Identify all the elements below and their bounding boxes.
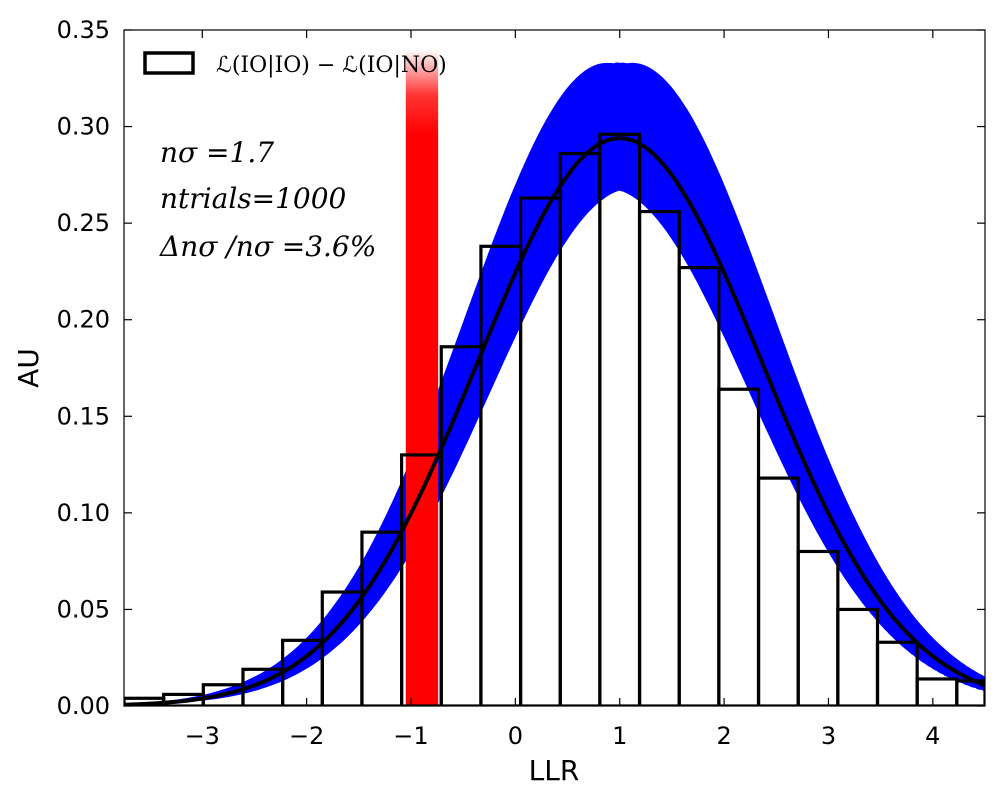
y-tick-label: 0.00 (57, 692, 110, 720)
annotation-nsigma: nσ =1.7 (160, 136, 274, 169)
fit-curve (124, 136, 985, 706)
x-tick-label: 0 (508, 722, 523, 750)
x-tick-label: −1 (393, 722, 428, 750)
axis-ticks (124, 29, 985, 707)
legend-label: ℒ(IO|IO) − ℒ(IO|NO) (216, 53, 447, 78)
y-tick-label: 0.30 (57, 113, 110, 141)
y-tick-label: 0.15 (57, 402, 110, 430)
annotation-block: nσ =1.7 ntrials=1000 Δnσ /nσ =3.6% (159, 136, 376, 263)
tick-labels: −3 −2 −1 0 1 2 3 4 0.00 0.05 0.10 0.15 0.20 0.25 0.30 0… (57, 16, 941, 750)
plot-frame (123, 29, 986, 707)
y-tick-label: 0.25 (57, 209, 110, 237)
x-axis-label: LLR (529, 754, 580, 787)
y-axis-label: AU (12, 348, 45, 388)
critical-value-band (405, 49, 439, 706)
legend-swatch (143, 51, 195, 75)
pseudo-trial-fit-line (124, 187, 985, 706)
x-tick-label: 3 (821, 722, 836, 750)
annotation-ntrials: ntrials=1000 (160, 182, 346, 215)
x-tick-label: 4 (925, 722, 940, 750)
x-tick-label: −2 (289, 722, 324, 750)
histogram-bar (875, 640, 919, 706)
y-tick-label: 0.05 (57, 595, 110, 623)
legend: ℒ(IO|IO) − ℒ(IO|NO) (143, 51, 447, 78)
y-tick-label: 0.20 (57, 306, 110, 334)
annotation-relative-uncertainty: Δnσ /nσ =3.6% (159, 230, 376, 263)
pseudo-trial-fit-line (124, 182, 985, 705)
y-tick-label: 0.35 (57, 16, 110, 44)
y-tick-label: 0.10 (57, 499, 110, 527)
x-tick-label: 1 (612, 722, 627, 750)
x-tick-label: −3 (185, 722, 220, 750)
x-tick-label: 2 (716, 722, 731, 750)
